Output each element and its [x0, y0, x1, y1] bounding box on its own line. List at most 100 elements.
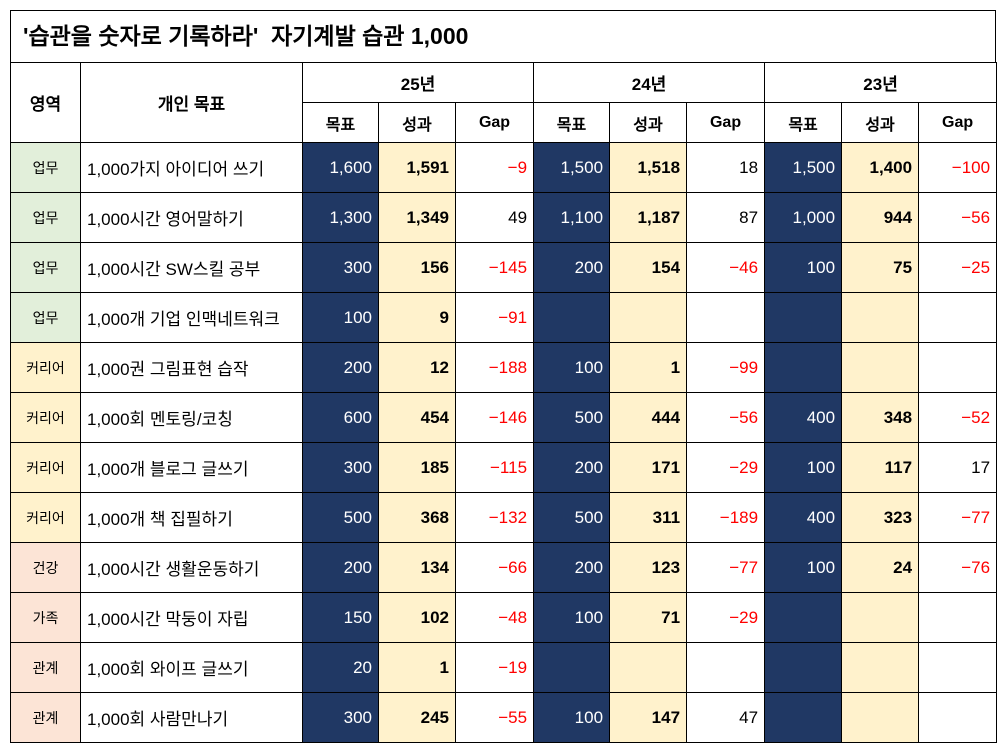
- result-cell: 323: [841, 492, 920, 543]
- gap-cell: −99: [686, 342, 766, 393]
- target-cell: [764, 592, 843, 643]
- goal-cell: 1,000회 와이프 글쓰기: [80, 642, 303, 693]
- goal-cell: 1,000권 그림표현 습작: [80, 342, 303, 393]
- subheader-row: 목표 성과 Gap 목표 성과 Gap 목표 성과 Gap: [11, 102, 998, 143]
- data-row: 관계 1,000회 사람만나기 300 245 −55 100 147 47: [10, 692, 998, 743]
- result-cell: 348: [841, 392, 920, 443]
- target-cell: 300: [302, 242, 379, 293]
- result-cell: [841, 342, 920, 393]
- target-cell: 1,000: [764, 192, 843, 243]
- data-row: 업무 1,000시간 영어말하기 1,300 1,349 49 1,100 1,187 87 1…: [10, 192, 998, 243]
- result-cell: 944: [841, 192, 920, 243]
- result-cell: 185: [378, 442, 456, 493]
- goal-cell: 1,000개 블로그 글쓰기: [80, 442, 303, 493]
- result-cell: 454: [378, 392, 456, 443]
- gap-cell: −146: [454, 392, 535, 443]
- result-cell: 134: [378, 542, 456, 593]
- area-cell: 관계: [10, 692, 81, 743]
- gap-cell: −25: [918, 242, 998, 293]
- gap-cell: −77: [918, 492, 998, 543]
- gap-cell: [918, 292, 998, 343]
- result-cell: [841, 642, 920, 693]
- result-cell: 156: [378, 242, 456, 293]
- header-row: 영역 개인 목표 25년 24년 23년: [10, 62, 998, 143]
- gap-cell: −52: [918, 392, 998, 443]
- gap-cell: [918, 692, 998, 743]
- year-header: 23년: [764, 62, 998, 103]
- gap-cell: −56: [686, 392, 766, 443]
- result-cell: 75: [841, 242, 920, 293]
- result-cell: 9: [378, 292, 456, 343]
- data-row: 업무 1,000가지 아이디어 쓰기 1,600 1,591 −9 1,500 1,518 1…: [10, 142, 998, 193]
- gap-cell: 17: [918, 442, 998, 493]
- target-cell: 400: [764, 392, 843, 443]
- subcolumn-header: Gap: [686, 102, 766, 143]
- area-cell: 업무: [10, 192, 81, 243]
- target-cell: [764, 342, 843, 393]
- target-cell: 500: [533, 392, 611, 443]
- result-cell: 154: [609, 242, 688, 293]
- target-cell: 100: [764, 242, 843, 293]
- gap-cell: −91: [454, 292, 535, 343]
- gap-cell: 87: [686, 192, 766, 243]
- target-cell: [533, 292, 611, 343]
- result-cell: 24: [841, 542, 920, 593]
- area-cell: 업무: [10, 242, 81, 293]
- data-row: 커리어 1,000개 책 집필하기 500 368 −132 500 311 −189 400 3…: [10, 492, 998, 543]
- target-cell: 150: [302, 592, 379, 643]
- result-cell: 1,400: [841, 142, 920, 193]
- result-cell: [841, 692, 920, 743]
- area-header: 영역: [10, 62, 81, 143]
- goal-cell: 1,000회 멘토링/코칭: [80, 392, 303, 443]
- target-cell: 1,500: [764, 142, 843, 193]
- area-cell: 커리어: [10, 342, 81, 393]
- result-cell: 444: [609, 392, 688, 443]
- result-cell: 171: [609, 442, 688, 493]
- gap-cell: −100: [918, 142, 998, 193]
- result-cell: [841, 592, 920, 643]
- gap-cell: [686, 292, 766, 343]
- target-cell: [533, 642, 611, 693]
- result-cell: 1,518: [609, 142, 688, 193]
- target-cell: 20: [302, 642, 379, 693]
- target-cell: 300: [302, 442, 379, 493]
- result-cell: 1,591: [378, 142, 456, 193]
- goal-cell: 1,000시간 막둥이 자립: [80, 592, 303, 643]
- target-cell: 1,500: [533, 142, 611, 193]
- result-cell: [609, 642, 688, 693]
- target-cell: 600: [302, 392, 379, 443]
- gap-cell: [918, 642, 998, 693]
- gap-cell: −188: [454, 342, 535, 393]
- subcolumn-header: Gap: [918, 102, 998, 143]
- gap-cell: −9: [454, 142, 535, 193]
- subcolumn-header: 목표: [533, 102, 611, 143]
- result-cell: 1: [609, 342, 688, 393]
- data-row: 건강 1,000시간 생활운동하기 200 134 −66 200 123 −77 100 24−…: [10, 542, 998, 593]
- area-cell: 커리어: [10, 442, 81, 493]
- data-row: 커리어 1,000회 멘토링/코칭 600 454 −146 500 444 −56 400 34…: [10, 392, 998, 443]
- data-row: 커리어 1,000개 블로그 글쓰기 300 185 −115 200 171 −29 100 1…: [10, 442, 998, 493]
- result-cell: 1,187: [609, 192, 688, 243]
- gap-cell: 18: [686, 142, 766, 193]
- target-cell: 1,300: [302, 192, 379, 243]
- target-cell: 500: [533, 492, 611, 543]
- subcolumn-header: Gap: [454, 102, 535, 143]
- data-row: 커리어 1,000권 그림표현 습작 200 12 −188 100 1 −99: [10, 342, 998, 393]
- area-cell: 커리어: [10, 392, 81, 443]
- target-cell: 300: [302, 692, 379, 743]
- goal-cell: 1,000시간 영어말하기: [80, 192, 303, 243]
- data-row: 가족 1,000시간 막둥이 자립 150 102 −48 100 71 −29: [10, 592, 998, 643]
- target-cell: 400: [764, 492, 843, 543]
- gap-cell: −66: [454, 542, 535, 593]
- subcolumn-header: 성과: [378, 102, 456, 143]
- result-cell: 245: [378, 692, 456, 743]
- target-cell: 200: [533, 442, 611, 493]
- goal-cell: 1,000시간 생활운동하기: [80, 542, 303, 593]
- goal-cell: 1,000회 사람만나기: [80, 692, 303, 743]
- gap-cell: −56: [918, 192, 998, 243]
- habit-table-page: '습관을 숫자로 기록하라' 자기계발 습관 1,000 영역 개인 목표 25년 2…: [10, 10, 998, 743]
- target-cell: 100: [302, 292, 379, 343]
- target-cell: 200: [533, 242, 611, 293]
- data-row: 관계 1,000회 와이프 글쓰기 20 1 −19: [10, 642, 998, 693]
- subcolumn-header: 목표: [302, 102, 379, 143]
